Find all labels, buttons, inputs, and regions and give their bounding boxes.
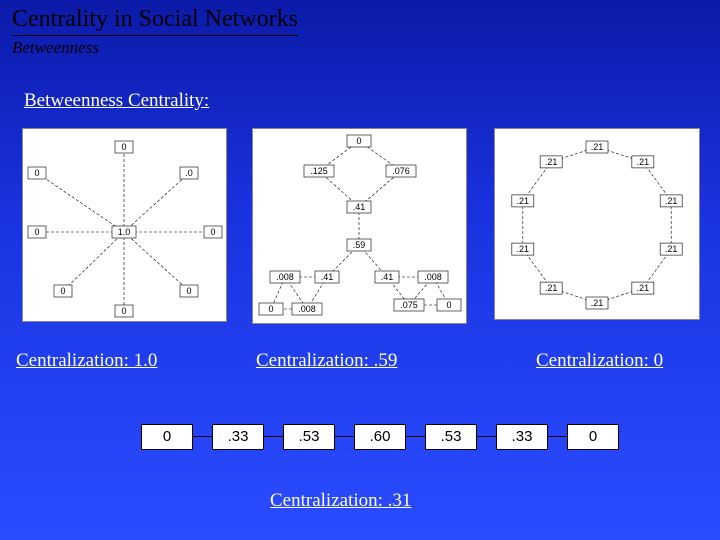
tree-graph: 0 .125 .076 .41 .59 .008 .41 .41 .008 .008 0 .075 0 <box>253 129 466 323</box>
svg-text:.59: .59 <box>353 240 366 250</box>
svg-text:.075: .075 <box>400 300 418 310</box>
caption-tree: Centralization: .59 <box>256 350 397 372</box>
panel-star: 0 .0 0 0 0 0 0 0 1.0 <box>22 128 227 322</box>
section-label: Betweenness Centrality: <box>24 90 209 112</box>
chain-node: .60 <box>354 424 406 450</box>
svg-text:.21: .21 <box>591 298 604 308</box>
svg-text:.21: .21 <box>591 142 604 152</box>
chain-node: 0 <box>141 424 193 450</box>
chain-edge <box>264 436 283 438</box>
slide: Centrality in Social Networks Betweennes… <box>0 0 720 540</box>
chain-edge <box>477 436 496 438</box>
chain-edge <box>406 436 425 438</box>
svg-text:.21: .21 <box>517 244 530 254</box>
svg-text:.21: .21 <box>665 196 678 206</box>
svg-text:.21: .21 <box>637 283 650 293</box>
svg-text:.21: .21 <box>545 157 558 167</box>
svg-text:1.0: 1.0 <box>118 227 131 237</box>
caption-star: Centralization: 1.0 <box>16 350 157 372</box>
star-graph: 0 .0 0 0 0 0 0 0 1.0 <box>23 129 226 321</box>
svg-text:.008: .008 <box>424 272 442 282</box>
svg-text:.41: .41 <box>321 272 334 282</box>
chain-edge <box>193 436 212 438</box>
chain-node: .53 <box>425 424 477 450</box>
svg-text:.008: .008 <box>298 304 316 314</box>
caption-ring: Centralization: 0 <box>536 350 663 372</box>
svg-text:0: 0 <box>186 286 191 296</box>
caption-chain: Centralization: .31 <box>270 490 411 512</box>
svg-text:0: 0 <box>446 300 451 310</box>
slide-title: Centrality in Social Networks <box>12 6 298 36</box>
svg-text:0: 0 <box>34 227 39 237</box>
svg-text:0: 0 <box>121 306 126 316</box>
svg-text:0: 0 <box>34 168 39 178</box>
svg-text:.21: .21 <box>637 157 650 167</box>
svg-text:.21: .21 <box>545 283 558 293</box>
panel-ring: .21 .21 .21 .21 .21 .21 .21 .21 .21 .21 <box>494 128 700 320</box>
svg-text:0: 0 <box>121 142 126 152</box>
svg-text:.0: .0 <box>185 168 193 178</box>
svg-text:.41: .41 <box>353 202 366 212</box>
chain-graph: 0 .33 .53 .60 .53 .33 0 <box>141 424 619 450</box>
svg-text:0: 0 <box>356 136 361 146</box>
ring-graph: .21 .21 .21 .21 .21 .21 .21 .21 .21 .21 <box>495 129 699 319</box>
title-block: Centrality in Social Networks Betweennes… <box>12 6 708 58</box>
chain-edge <box>548 436 567 438</box>
svg-text:.41: .41 <box>381 272 394 282</box>
svg-text:0: 0 <box>60 286 65 296</box>
chain-node: 0 <box>567 424 619 450</box>
svg-text:0: 0 <box>268 304 273 314</box>
panel-tree: 0 .125 .076 .41 .59 .008 .41 .41 .008 .008 0 .075 0 <box>252 128 467 324</box>
svg-text:.125: .125 <box>310 166 328 176</box>
chain-node: .33 <box>496 424 548 450</box>
chain-node: .33 <box>212 424 264 450</box>
svg-text:.21: .21 <box>517 196 530 206</box>
svg-text:.21: .21 <box>665 244 678 254</box>
chain-node: .53 <box>283 424 335 450</box>
slide-subtitle: Betweenness <box>12 38 708 58</box>
chain-edge <box>335 436 354 438</box>
svg-text:.008: .008 <box>276 272 294 282</box>
svg-text:.076: .076 <box>392 166 410 176</box>
svg-text:0: 0 <box>210 227 215 237</box>
